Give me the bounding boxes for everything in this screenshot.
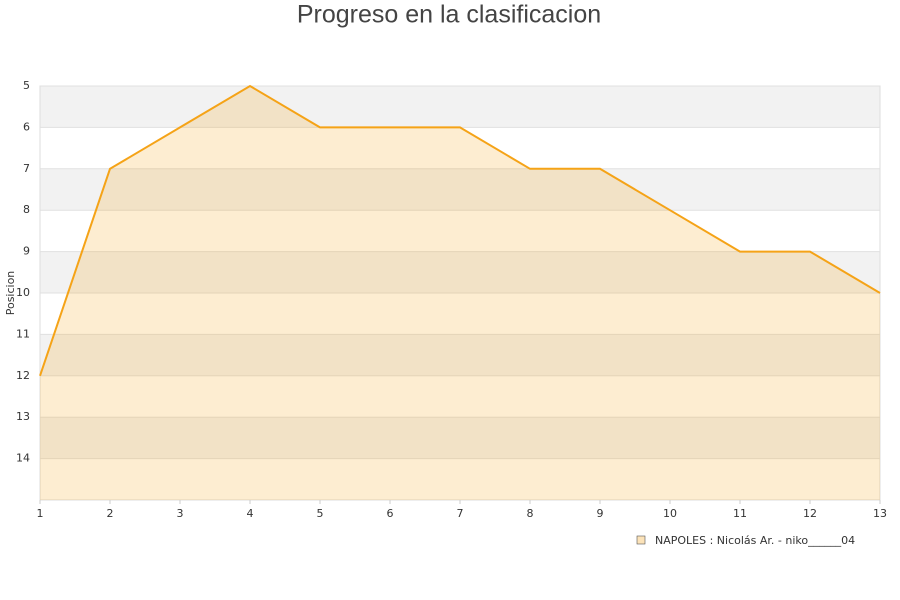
y-tick-label: 5	[23, 79, 30, 92]
area	[40, 86, 880, 500]
x-tick-label: 9	[597, 507, 604, 520]
band	[40, 417, 880, 459]
y-axis-label: Posicion	[4, 271, 17, 316]
band	[40, 86, 880, 128]
x-tick-label: 3	[177, 507, 184, 520]
y-tick-label: 9	[23, 245, 30, 258]
y-tick-label: 7	[23, 162, 30, 175]
line	[39, 84, 881, 377]
band	[40, 168, 880, 211]
y-tick-label: 10	[16, 286, 30, 299]
x-tick-label: 13	[873, 507, 887, 520]
y-tick-label: 8	[23, 203, 30, 216]
legend-swatch	[636, 535, 646, 545]
chart-title: Progreso en la clasificacion	[297, 1, 601, 29]
x-tick-label: 12	[803, 507, 817, 520]
legend-label: NAPOLES : Nicolás Ar. - niko______04	[655, 534, 855, 547]
y-tick-label: 14	[16, 452, 30, 465]
y-tick-label: 11	[16, 327, 30, 340]
x-tick-label: 8	[527, 507, 534, 520]
y-tick-label: 13	[16, 410, 30, 423]
y-tick-label: 12	[16, 369, 30, 382]
x-tick-label: 11	[733, 507, 747, 520]
y-tick-label: 6	[23, 120, 30, 133]
x-tick-label: 10	[663, 507, 677, 520]
band	[40, 251, 880, 293]
x-tick-label: 4	[247, 507, 254, 520]
x-tick-label: 1	[37, 507, 44, 520]
x-tick-label: 5	[317, 507, 324, 520]
x-tick-label: 2	[107, 507, 114, 520]
x-tick-label: 6	[387, 507, 394, 520]
x-tick-label: 7	[457, 507, 464, 520]
band	[40, 334, 880, 376]
